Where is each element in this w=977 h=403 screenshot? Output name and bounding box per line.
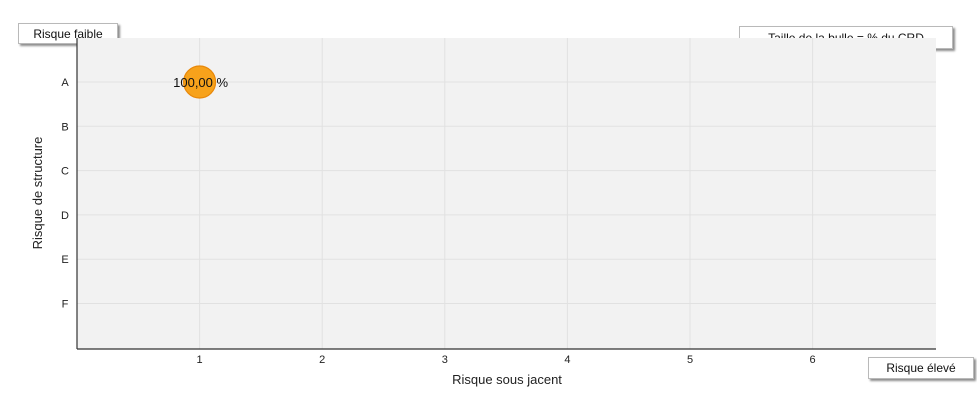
x-axis-title: Risque sous jacent xyxy=(452,372,562,387)
x-tick-label: 6 xyxy=(810,354,816,366)
bubble[interactable] xyxy=(183,65,217,99)
y-tick-label: A xyxy=(61,77,69,89)
y-tick-label: C xyxy=(61,166,69,178)
x-tick-label: 1 xyxy=(197,354,203,366)
x-tick-label: 3 xyxy=(442,354,448,366)
y-tick-labels: A B C D E F xyxy=(61,77,69,311)
bubbles: 100,00 % xyxy=(173,65,229,99)
y-tick-label: D xyxy=(61,210,69,222)
y-tick-label: E xyxy=(61,254,68,266)
high-risk-label: Risque élevé xyxy=(868,357,974,379)
plot-area xyxy=(77,38,936,349)
low-risk-label: Risque faible xyxy=(18,23,118,44)
y-tick-label: B xyxy=(61,121,68,133)
y-tick-label: F xyxy=(62,299,69,311)
x-tick-label: 2 xyxy=(319,354,325,366)
x-tick-label: 4 xyxy=(564,354,570,366)
bubble-label: 100,00 % xyxy=(173,75,228,90)
x-tick-labels: 1 2 3 4 5 6 xyxy=(197,354,816,366)
grid-lines xyxy=(77,38,936,349)
x-tick-label: 5 xyxy=(687,354,693,366)
y-axis-title: Risque de structure xyxy=(30,137,45,250)
